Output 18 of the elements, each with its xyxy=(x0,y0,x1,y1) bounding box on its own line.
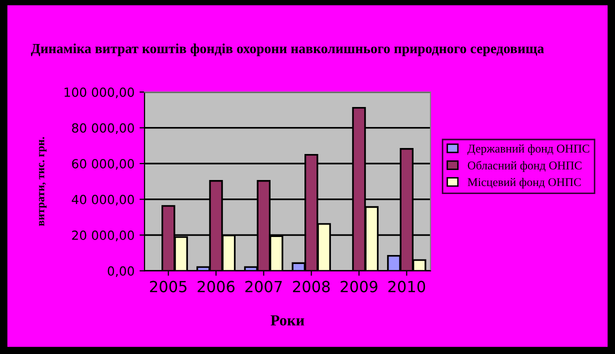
legend-label: Обласний фонд ОНПС xyxy=(468,160,582,172)
y-tick-label: 0,00 xyxy=(108,266,134,278)
x-axis-title: Роки xyxy=(270,315,304,326)
x-tick-label: 2009 xyxy=(340,280,378,292)
legend-label: Місцевий фонд ОНПС xyxy=(468,178,581,189)
y-axis-title: витрати, тис. грн. xyxy=(38,137,47,226)
y-tick-label: 80 000,00 xyxy=(72,123,134,134)
x-tick-label: 2008 xyxy=(293,280,330,292)
legend-label: Державний фонд ОНПС xyxy=(467,144,590,155)
x-tick-label: 2007 xyxy=(245,280,282,292)
y-tick-label: 20 000,00 xyxy=(72,230,134,242)
y-tick-label: 60 000,00 xyxy=(72,159,134,170)
y-tick-label: 40 000,00 xyxy=(72,194,134,206)
x-tick-label: 2010 xyxy=(388,280,426,292)
x-tick-label: 2006 xyxy=(198,280,234,292)
x-tick-label: 2005 xyxy=(150,280,186,292)
chart-title: Динаміка витрат коштів фондів охорони навколишнього природного середовища xyxy=(30,44,544,56)
y-tick-label: 100 000,00 xyxy=(64,88,134,98)
